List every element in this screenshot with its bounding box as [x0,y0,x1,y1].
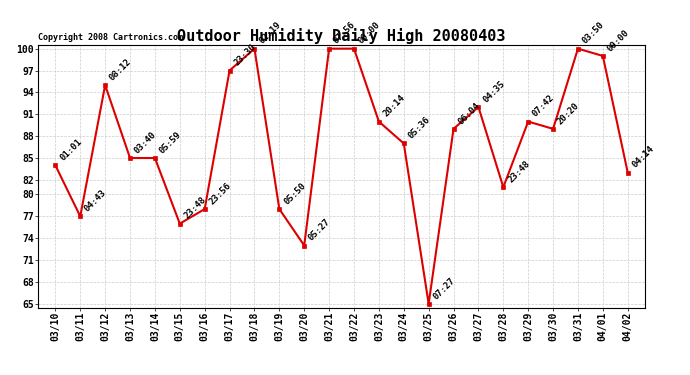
Text: 04:14: 04:14 [631,144,656,170]
Title: Outdoor Humidity Daily High 20080403: Outdoor Humidity Daily High 20080403 [177,28,506,44]
Text: 20:14: 20:14 [382,93,407,119]
Text: 07:42: 07:42 [531,93,556,119]
Text: 23:48: 23:48 [506,159,531,184]
Text: 00:00: 00:00 [357,21,382,46]
Text: 04:43: 04:43 [83,188,108,214]
Text: 02:19: 02:19 [257,21,283,46]
Text: 05:50: 05:50 [282,181,308,206]
Text: 20:20: 20:20 [556,101,581,126]
Text: 00:00: 00:00 [606,28,631,53]
Text: 23:30: 23:30 [233,42,257,68]
Text: 07:27: 07:27 [431,276,457,301]
Text: Copyright 2008 Cartronics.com: Copyright 2008 Cartronics.com [38,33,183,42]
Text: 05:36: 05:36 [406,115,432,141]
Text: 07:56: 07:56 [332,21,357,46]
Text: 23:48: 23:48 [183,195,208,221]
Text: 03:40: 03:40 [132,130,158,155]
Text: 05:27: 05:27 [307,217,333,243]
Text: 03:50: 03:50 [581,21,606,46]
Text: 08:12: 08:12 [108,57,133,82]
Text: 06:04: 06:04 [456,101,482,126]
Text: 01:01: 01:01 [58,137,83,162]
Text: 23:56: 23:56 [208,181,233,206]
Text: 05:59: 05:59 [158,130,183,155]
Text: 04:35: 04:35 [481,79,506,104]
